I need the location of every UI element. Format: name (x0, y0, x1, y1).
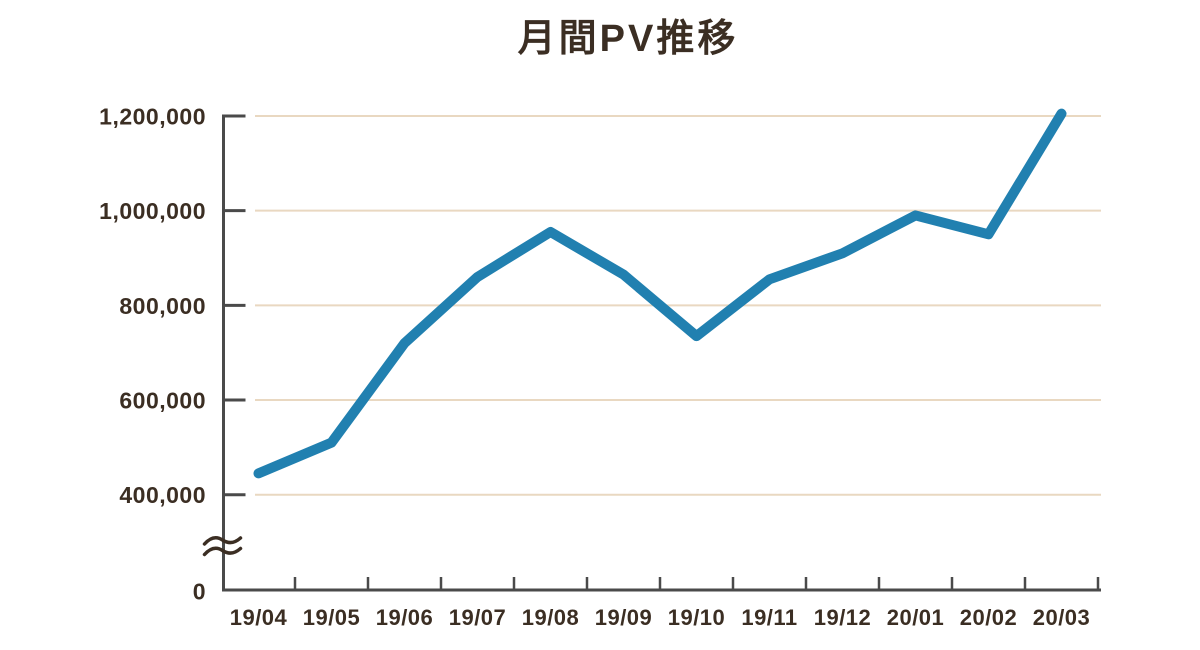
y-axis-label: 400,000 (119, 482, 206, 508)
axes (222, 114, 1101, 592)
x-axis-label: 20/01 (887, 605, 945, 630)
gridlines (255, 115, 1101, 496)
x-axis-label: 19/10 (668, 605, 726, 630)
x-axis-label: 19/05 (303, 605, 361, 630)
y-axis-label: 0 (193, 579, 206, 605)
y-axis-label: 800,000 (119, 293, 206, 319)
y-axis-label: 1,200,000 (99, 104, 206, 130)
x-axis-label: 20/02 (960, 605, 1018, 630)
axis-break-tilde (202, 536, 243, 546)
x-axis-label: 19/09 (595, 605, 653, 630)
y-axis-label: 1,000,000 (99, 198, 206, 224)
data-series (253, 108, 1067, 479)
axis-labels: 0 400,000 600,000 800,000 1,000,000 1,200,000… (99, 104, 1090, 631)
y-axis-break (202, 536, 243, 557)
axis-break-tilde (202, 546, 243, 557)
y-axis-label: 600,000 (119, 388, 206, 414)
pv-trend-line (253, 108, 1067, 479)
x-axis-label: 19/12 (814, 605, 872, 630)
x-axis-label: 19/08 (522, 605, 580, 630)
x-axis-label: 19/06 (376, 605, 434, 630)
x-axis-label: 19/11 (741, 605, 797, 630)
x-axis-label: 20/03 (1033, 605, 1091, 630)
x-axis-label: 19/04 (230, 605, 288, 630)
chart-title: 月間PV推移 (518, 18, 739, 60)
x-axis-label: 19/07 (449, 605, 507, 630)
